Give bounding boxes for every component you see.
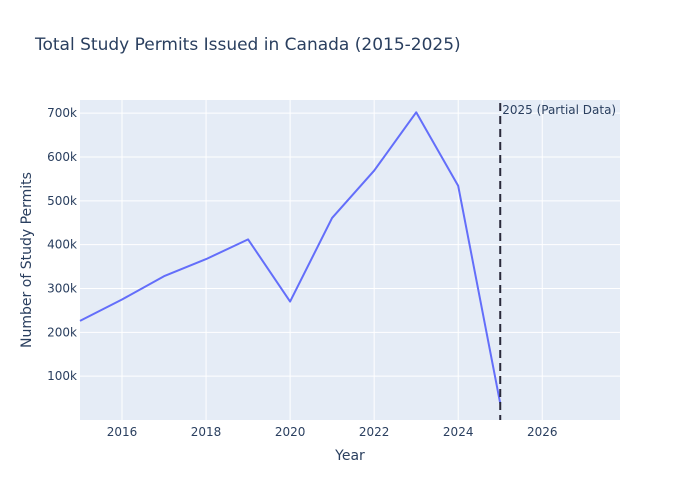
plot-area xyxy=(80,100,620,420)
y-tick-label: 500k xyxy=(47,194,77,208)
y-axis-ticks: 100k 200k 300k 400k 500k 600k 700k xyxy=(47,106,77,383)
x-tick-label: 2016 xyxy=(107,425,138,439)
x-tick-label: 2020 xyxy=(275,425,306,439)
chart-title: Total Study Permits Issued in Canada (20… xyxy=(34,35,461,55)
y-tick-label: 700k xyxy=(47,106,77,120)
y-tick-label: 100k xyxy=(47,369,77,383)
x-axis-ticks: 2016 2018 2020 2022 2024 2026 xyxy=(107,425,558,439)
series-layer xyxy=(79,111,502,404)
y-tick-label: 600k xyxy=(47,150,77,164)
y-tick-label: 300k xyxy=(47,281,77,295)
x-tick-label: 2022 xyxy=(359,425,390,439)
vline-annotation-label: 2025 (Partial Data) xyxy=(502,103,616,117)
annotations: 2025 (Partial Data) xyxy=(499,103,616,420)
x-axis-title: Year xyxy=(334,448,365,464)
x-tick-label: 2026 xyxy=(527,425,558,439)
x-tick-label: 2024 xyxy=(443,425,474,439)
y-axis-title: Number of Study Permits xyxy=(19,172,35,348)
grid xyxy=(80,100,620,420)
series-line xyxy=(79,111,502,404)
x-tick-label: 2018 xyxy=(191,425,222,439)
y-tick-label: 400k xyxy=(47,238,77,252)
y-tick-label: 200k xyxy=(47,325,77,339)
